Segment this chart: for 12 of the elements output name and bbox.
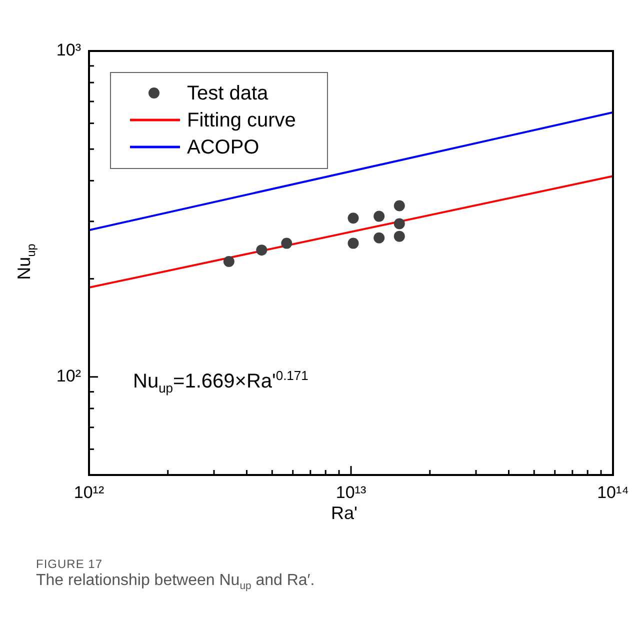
y-tick-label: 10² (56, 366, 82, 386)
annotation: Nu$_{up}$=1.669×Ra'$^{0.171}$ (133, 368, 308, 396)
legend-label: Fitting curve (187, 110, 296, 132)
y-tick-label: 10³ (56, 40, 82, 60)
legend-label: Test data (187, 82, 270, 105)
x-tick-label: 10¹³ (336, 482, 366, 502)
caption: FIGURE 17 (36, 557, 103, 571)
legend-label: ACOPO (187, 136, 260, 159)
x-tick-label: 10¹⁴ (597, 482, 629, 502)
text: The relationship between Nu$_{up}$ and Ra′. (36, 572, 315, 592)
x-tick-label: 10¹² (74, 482, 104, 502)
x-axis-title: Ra' (331, 503, 358, 524)
